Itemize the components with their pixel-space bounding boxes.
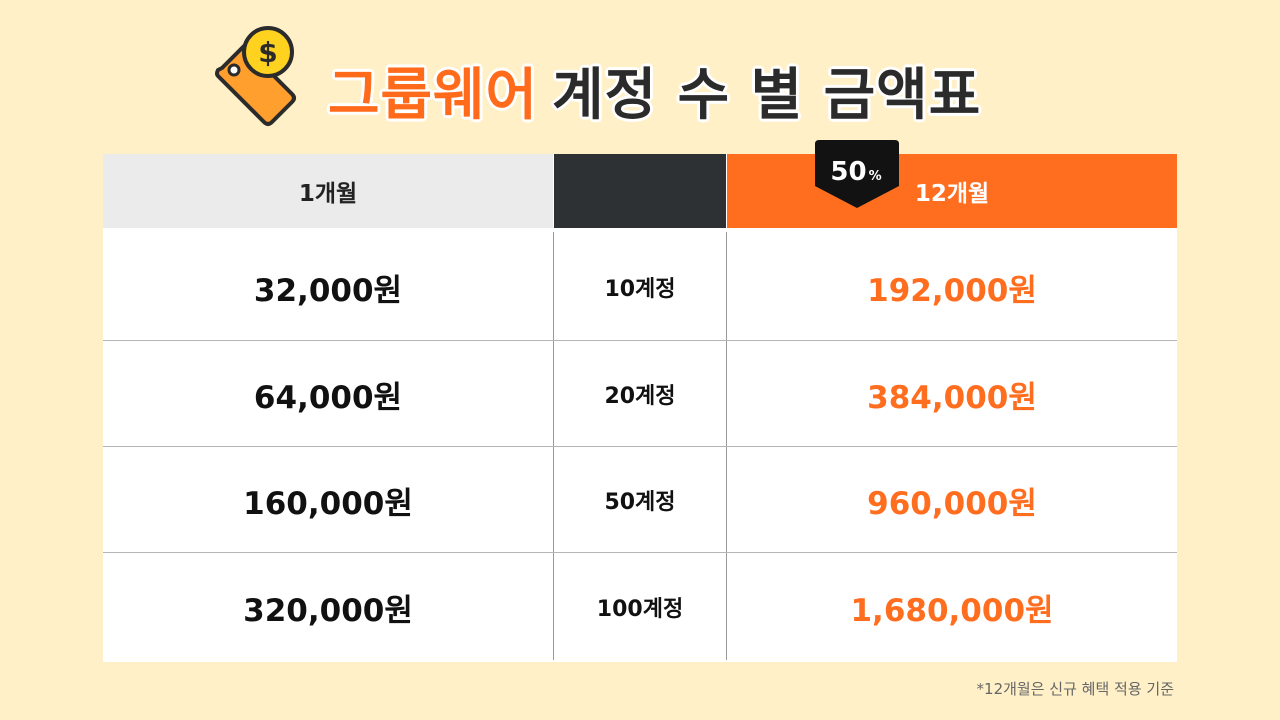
account-count: 20계정 (604, 384, 676, 409)
row-divider (103, 446, 1177, 447)
yearly-price: 384,000원 (867, 379, 1037, 416)
yearly-price: 192,000원 (867, 272, 1037, 309)
title-rest: 계정 수 별 금액표 (552, 63, 982, 128)
header-yearly-label: 12개월 (914, 181, 990, 207)
account-count: 10계정 (604, 277, 676, 302)
monthly-price: 160,000원 (243, 485, 413, 522)
discount-unit: % (868, 169, 882, 184)
monthly-price: 320,000원 (243, 592, 413, 629)
discount-badge-text: 50% (813, 157, 899, 187)
table-row: 32,000원 10계정 192,000원 (103, 234, 1177, 340)
row-divider (103, 552, 1177, 553)
discount-value: 50 (830, 157, 867, 187)
pricing-table: 1개월 12개월 50% 32,000원 10계정 192,000원 64,00… (103, 140, 1177, 662)
price-tag-dollar-icon: $ (215, 26, 296, 126)
header-monthly: 1개월 (103, 154, 553, 228)
monthly-price: 32,000원 (253, 272, 403, 309)
table-row: 320,000원 100계정 1,680,000원 (103, 554, 1177, 660)
monthly-price: 64,000원 (253, 379, 403, 416)
account-count: 50계정 (604, 490, 676, 515)
title-accent: 그룹웨어 (328, 63, 539, 128)
title-row: $ 그룹웨어 계정 수 별 금액표 (0, 22, 1280, 132)
page-title: 그룹웨어 계정 수 별 금액표 (328, 50, 981, 131)
account-count: 100계정 (596, 597, 684, 622)
header-accounts (554, 154, 726, 228)
row-divider (103, 340, 1177, 341)
footnote: *12개월은 신규 혜택 적용 기준 (976, 680, 1174, 698)
header-monthly-label: 1개월 (298, 181, 358, 207)
svg-text:$: $ (258, 36, 277, 69)
discount-badge (815, 140, 899, 208)
yearly-price: 1,680,000원 (850, 592, 1054, 629)
yearly-price: 960,000원 (867, 485, 1037, 522)
header-yearly: 12개월 (727, 154, 1177, 228)
table-row: 64,000원 20계정 384,000원 (103, 341, 1177, 447)
table-row: 160,000원 50계정 960,000원 (103, 447, 1177, 553)
